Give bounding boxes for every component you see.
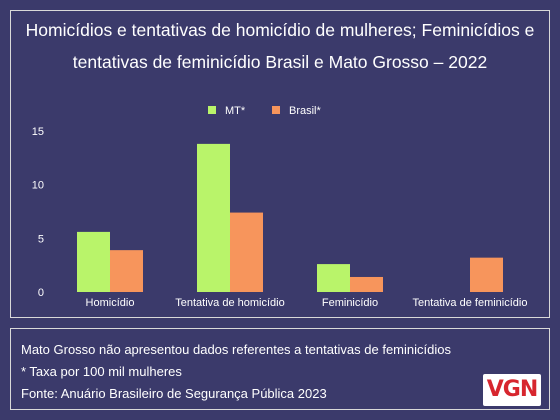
legend-swatch-1 [272, 106, 280, 114]
chart-title: Homicídios e tentativas de homicídio de … [10, 14, 550, 78]
y-tick-label: 10 [32, 180, 44, 192]
bar-2-1 [350, 276, 383, 292]
chart-title-line-2: tentativas de feminicídio Brasil e Mato … [72, 52, 488, 72]
y-tick-label: 0 [38, 287, 44, 299]
bar-3-1 [470, 257, 503, 292]
x-tick-label: Homicídio [86, 297, 135, 309]
legend-label-1: Brasil* [289, 105, 322, 117]
legend-swatch-0 [208, 106, 216, 114]
notes-panel: Mato Grosso não apresentou dados referen… [10, 328, 550, 410]
legend-label-0: MT* [225, 105, 246, 117]
chart-title-line-1: Homicídios e tentativas de homicídio de … [25, 20, 535, 40]
vgn-logo-text: VGN [486, 377, 539, 402]
note-mt-missing-data: Mato Grosso não apresentou dados referen… [21, 342, 451, 357]
bar-0-1 [110, 250, 143, 292]
x-tick-label: Tentativa de feminicídio [413, 297, 528, 309]
bar-0-0 [77, 231, 110, 292]
y-tick-label: 15 [32, 126, 44, 138]
y-tick-label: 5 [38, 233, 44, 245]
note-source: Fonte: Anuário Brasileiro de Segurança P… [21, 386, 327, 401]
bar-1-1 [230, 212, 263, 292]
bar-2-0 [317, 264, 350, 292]
vgn-logo: VGN [483, 374, 541, 406]
x-tick-label: Tentativa de homicídio [175, 297, 284, 309]
bar-1-0 [197, 143, 230, 292]
x-tick-label: Feminicídio [322, 297, 378, 309]
note-rate-definition: * Taxa por 100 mil mulheres [21, 364, 182, 379]
